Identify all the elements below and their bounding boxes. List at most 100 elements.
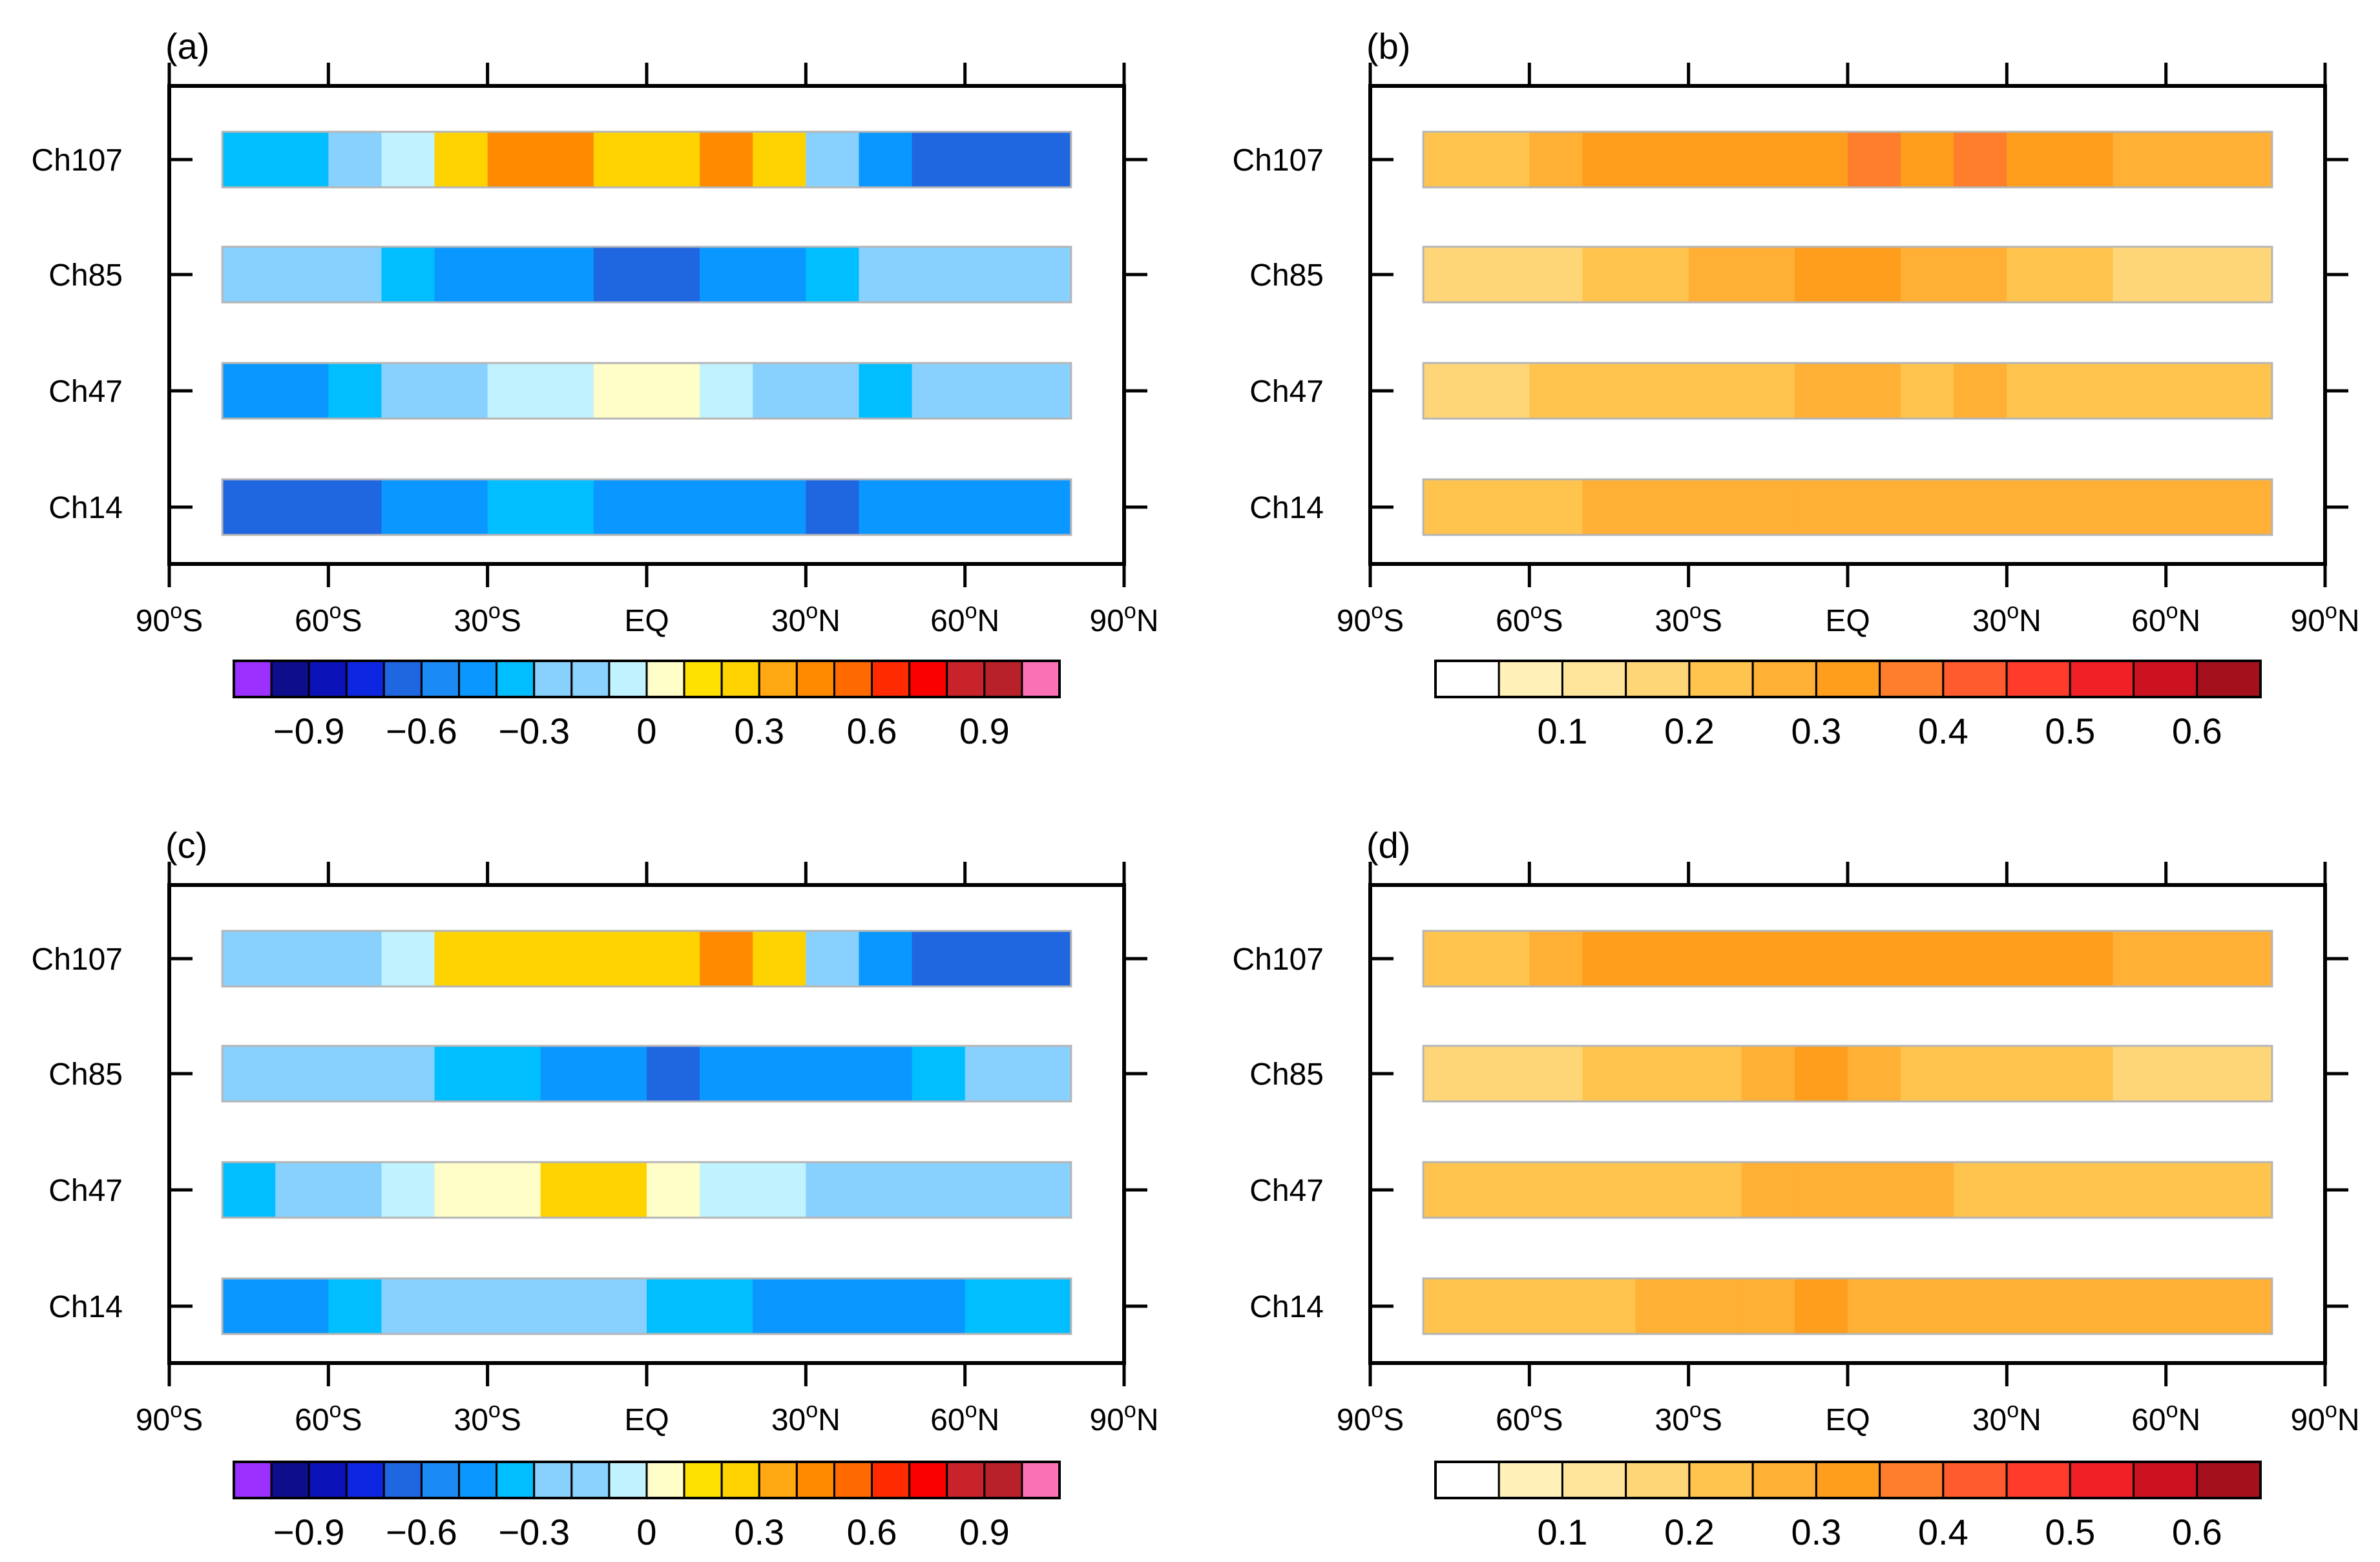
- row-outline: [1422, 1045, 2273, 1103]
- row-ch14: [1422, 1277, 2273, 1335]
- colorbar-frame: [1434, 1461, 2262, 1499]
- x-tick-label: EQ: [624, 604, 669, 638]
- colorbar-box: [1688, 1461, 1754, 1499]
- heatmap-cell: [487, 132, 594, 187]
- heatmap-cell: [593, 1162, 647, 1218]
- row-outline: [221, 930, 1072, 988]
- colorbar: 0.1 0.2 0.3 0.4 0.5 0.6: [1434, 660, 2262, 751]
- heatmap-cell: [700, 931, 753, 986]
- heatmap-cell: [1848, 1162, 1901, 1218]
- row-outline: [1422, 478, 2273, 536]
- y-tick-label: Ch85: [1249, 258, 1324, 293]
- row-outline: [221, 245, 1072, 304]
- colorbar-box: [1879, 1461, 1945, 1499]
- panel-label: (c): [165, 825, 207, 866]
- heatmap-cell: [222, 363, 329, 419]
- heatmap-cell: [1848, 363, 1901, 419]
- x-tick-label: 30oS: [1655, 1398, 1722, 1437]
- colorbar-tick-label: 0.3: [734, 711, 784, 751]
- colorbar: −0.9 −0.6 −0.3 0 0.3 0.6 0.9: [233, 660, 1061, 751]
- row-ch47: [1422, 362, 2273, 420]
- row-outline: [1422, 245, 2273, 304]
- heatmap-cell: [275, 1046, 329, 1101]
- heatmap-cell: [753, 479, 806, 535]
- colorbar-tick-label: −0.3: [498, 1512, 570, 1552]
- heatmap-cell: [275, 1162, 329, 1218]
- panel-label: (d): [1366, 825, 1410, 866]
- heatmap-cell: [1954, 479, 2007, 535]
- heatmap-cell: [1423, 247, 1530, 302]
- heatmap-cell: [381, 247, 435, 302]
- heatmap-cell: [753, 1278, 806, 1334]
- panel-d: Ch107 Ch85 Ch47 Ch14 90oS 60oS 30oS EQ 30oN 60oN 9…: [1233, 825, 2360, 1552]
- colorbar-box: [382, 660, 423, 698]
- heatmap-cell: [647, 1278, 700, 1334]
- x-tick-label: 30oN: [1972, 1398, 2041, 1437]
- row-outline: [221, 130, 1072, 189]
- colorbar-box: [382, 1461, 423, 1499]
- colorbar-tick-label: 0.3: [1791, 711, 1841, 751]
- colorbar-box: [2005, 660, 2071, 698]
- heatmap-cell: [222, 132, 329, 187]
- colorbar: 0.1 0.2 0.3 0.4 0.5 0.6: [1434, 1461, 2262, 1552]
- heatmap-cell: [2113, 363, 2273, 419]
- heatmap-cell: [593, 931, 647, 986]
- x-tick-label: 30oS: [1655, 599, 1722, 638]
- heatmap-cell: [1529, 1046, 1583, 1101]
- x-tick-label: EQ: [624, 1403, 669, 1437]
- heatmap-cell: [1901, 479, 1954, 535]
- heatmap-cell: [1423, 479, 1530, 535]
- heatmap-cell: [1529, 931, 1583, 986]
- colorbar-box: [1498, 660, 1563, 698]
- colorbar-box: [1879, 660, 1945, 698]
- x-tick-label: 60oS: [1496, 599, 1563, 638]
- heatmap-cell: [1954, 1162, 2007, 1218]
- heatmap-cell: [328, 931, 382, 986]
- row-outline: [1422, 130, 2273, 189]
- heatmap-cell: [753, 132, 806, 187]
- heatmap-cell: [1954, 931, 2007, 986]
- y-tick-label: Ch85: [48, 1057, 123, 1092]
- colorbar-tick-label: 0.5: [2045, 1512, 2095, 1552]
- heatmap-cell: [859, 931, 913, 986]
- heatmap-cell: [222, 479, 329, 535]
- heatmap-cell: [1848, 1046, 1901, 1101]
- panel-label: (b): [1366, 26, 1410, 67]
- heatmap-cell: [753, 363, 806, 419]
- colorbar-box: [833, 1461, 873, 1499]
- heatmap-cell: [434, 479, 488, 535]
- x-tick-label: 90oN: [2291, 599, 2360, 638]
- colorbar-box: [1561, 1461, 1627, 1499]
- heatmap-cell: [1901, 363, 1954, 419]
- heatmap-cell: [540, 1162, 594, 1218]
- heatmap-cell: [381, 1278, 435, 1334]
- heatmap-cell: [328, 1278, 382, 1334]
- heatmap-cell: [859, 1046, 913, 1101]
- row-outline: [221, 1161, 1072, 1219]
- x-tick-label: 60oN: [930, 599, 999, 638]
- heatmap-cell: [1582, 479, 1689, 535]
- x-tick-label: 60oS: [295, 599, 362, 638]
- colorbar-box: [496, 660, 536, 698]
- heatmap-cell: [2113, 1046, 2273, 1101]
- row-ch107: [221, 930, 1072, 988]
- heatmap-cell: [1794, 1162, 1848, 1218]
- heatmap-cell: [1635, 1162, 1742, 1218]
- colorbar-tick-label: 0.2: [1664, 711, 1715, 751]
- colorbar-box: [533, 660, 573, 698]
- y-tick-label: Ch47: [48, 1174, 123, 1208]
- colorbar-tick-label: 0.1: [1538, 711, 1588, 751]
- colorbar-tick-label: 0.3: [734, 1512, 784, 1552]
- heatmap-cell: [806, 1278, 860, 1334]
- colorbar-box: [795, 660, 835, 698]
- heatmap-cell: [912, 132, 1072, 187]
- heatmap-cell: [1688, 247, 1795, 302]
- heatmap-cell: [593, 1046, 647, 1101]
- colorbar-box: [1434, 660, 1500, 698]
- y-tick-label: Ch14: [1249, 491, 1324, 525]
- heatmap-cell: [912, 1278, 966, 1334]
- heatmap-cell: [540, 1278, 594, 1334]
- panel-c: Ch107 Ch85 Ch47 Ch14 90oS 60oS 30oS EQ 30oN 60oN 9…: [32, 825, 1159, 1552]
- heatmap-cell: [912, 1046, 966, 1101]
